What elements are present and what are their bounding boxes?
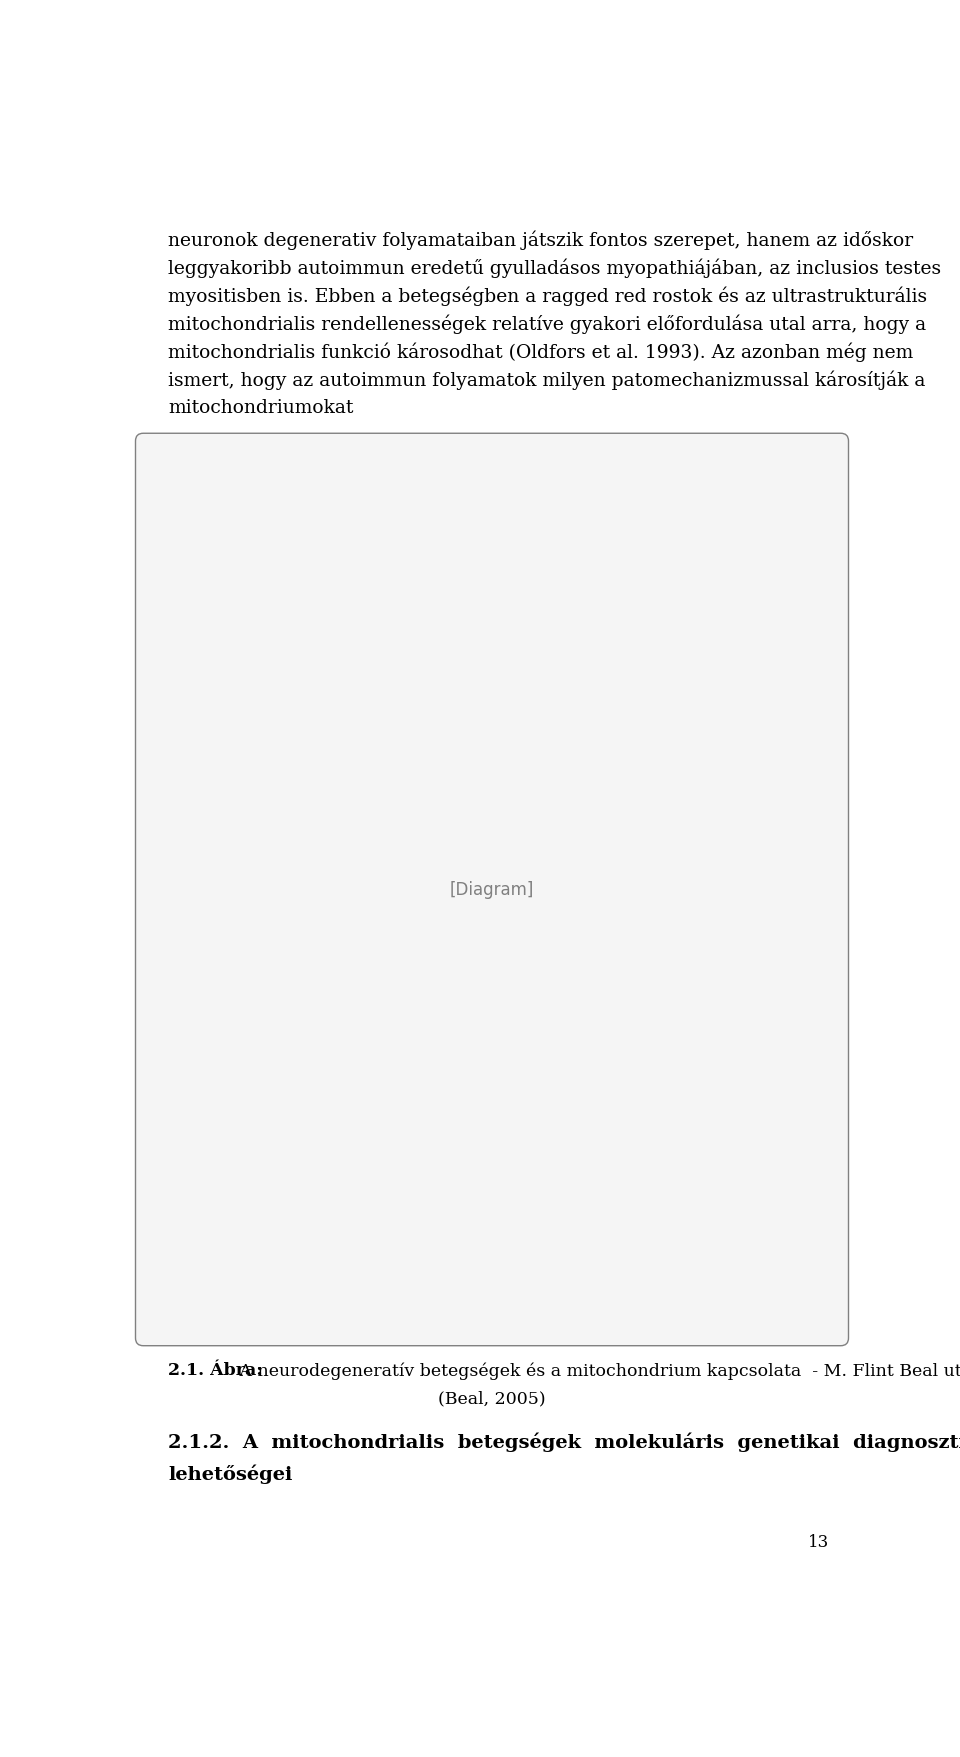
Text: mitochondriumokat: mitochondriumokat <box>168 399 353 416</box>
Text: [Diagram]: [Diagram] <box>450 880 534 900</box>
Text: mitochondrialis funkció károsodhat (Oldfors et al. 1993). Az azonban még nem: mitochondrialis funkció károsodhat (Oldf… <box>168 343 913 362</box>
FancyBboxPatch shape <box>135 434 849 1346</box>
Text: 13: 13 <box>808 1532 829 1550</box>
Text: (Beal, 2005): (Beal, 2005) <box>438 1390 546 1406</box>
Text: ismert, hogy az autoimmun folyamatok milyen patomechanizmussal károsítják a: ismert, hogy az autoimmun folyamatok mil… <box>168 371 925 390</box>
Text: mitochondrialis rendellenességek relatíve gyakori előfordulása utal arra, hogy a: mitochondrialis rendellenességek relatív… <box>168 315 926 334</box>
Text: 2.1.2.  A  mitochondrialis  betegségek  molekuláris  genetikai  diagnosztikai: 2.1.2. A mitochondrialis betegségek mole… <box>168 1432 960 1451</box>
Text: 2.1. Ábra:: 2.1. Ábra: <box>168 1362 263 1377</box>
Text: myositisben is. Ebben a betegségben a ragged red rostok és az ultrastrukturális: myositisben is. Ebben a betegségben a ra… <box>168 286 927 306</box>
Text: A neurodegeneratív betegségek és a mitochondrium kapcsolata  - M. Flint Beal utá: A neurodegeneratív betegségek és a mitoc… <box>234 1362 960 1379</box>
Text: lehetőségei: lehetőségei <box>168 1464 293 1483</box>
Text: leggyakoribb autoimmun eredetű gyulladásos myopathiájában, az inclusios testes: leggyakoribb autoimmun eredetű gyulladás… <box>168 258 941 278</box>
Text: neuronok degenerativ folyamataiban játszik fontos szerepet, hanem az időskor: neuronok degenerativ folyamataiban játsz… <box>168 230 913 249</box>
